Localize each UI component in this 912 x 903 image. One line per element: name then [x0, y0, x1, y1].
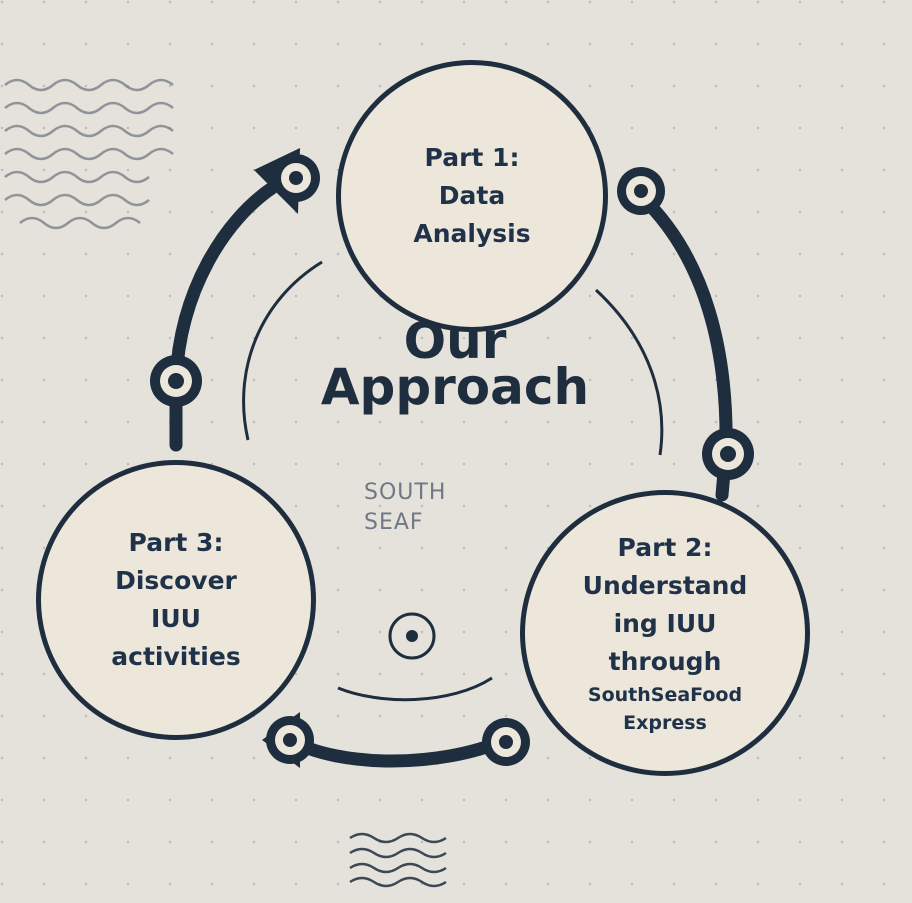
ring-node-icon [617, 167, 665, 215]
part-3-line: activities [111, 642, 241, 671]
part-3-line: IUU [151, 604, 201, 633]
watermark-line-2: SEAF [364, 510, 424, 535]
part-1-label: Part 1: [424, 143, 520, 172]
inner-arc [594, 288, 664, 456]
part-2-line: SouthSeaFood [587, 684, 743, 706]
target-icon [388, 612, 436, 660]
part-1-line: Analysis [413, 219, 531, 248]
wave-pattern-icon [4, 78, 174, 230]
ring-node-icon [702, 428, 754, 480]
ring-node-icon [482, 718, 530, 766]
ring-node-icon [266, 716, 314, 764]
title-line-2: Approach [320, 358, 590, 416]
cycle-arrow-icon [638, 193, 733, 502]
part-2-line: Understand [582, 571, 748, 600]
part-3-line: Discover [115, 566, 237, 595]
wave-pattern-icon [349, 832, 447, 888]
diagram-title: Our Approach [290, 316, 620, 416]
inner-arc [337, 676, 493, 702]
part-2-line: through [608, 647, 722, 676]
part-2-circle: Part 2: Understand ing IUU through South… [520, 490, 810, 776]
part-2-line: ing IUU [613, 609, 717, 638]
watermark-text: SOUTH SEAF [364, 478, 446, 538]
part-1-line: Data [438, 181, 506, 210]
part-2-label: Part 2: [617, 533, 713, 562]
inner-arc [242, 260, 323, 441]
ring-node-icon [150, 355, 202, 407]
part-3-label: Part 3: [128, 528, 224, 557]
part-1-circle: Part 1: Data Analysis [336, 60, 608, 332]
watermark-line-1: SOUTH [364, 480, 447, 505]
part-2-line: Express [623, 712, 707, 734]
ring-node-icon [272, 154, 320, 202]
part-3-circle: Part 3: Discover IUU activities [36, 460, 316, 740]
